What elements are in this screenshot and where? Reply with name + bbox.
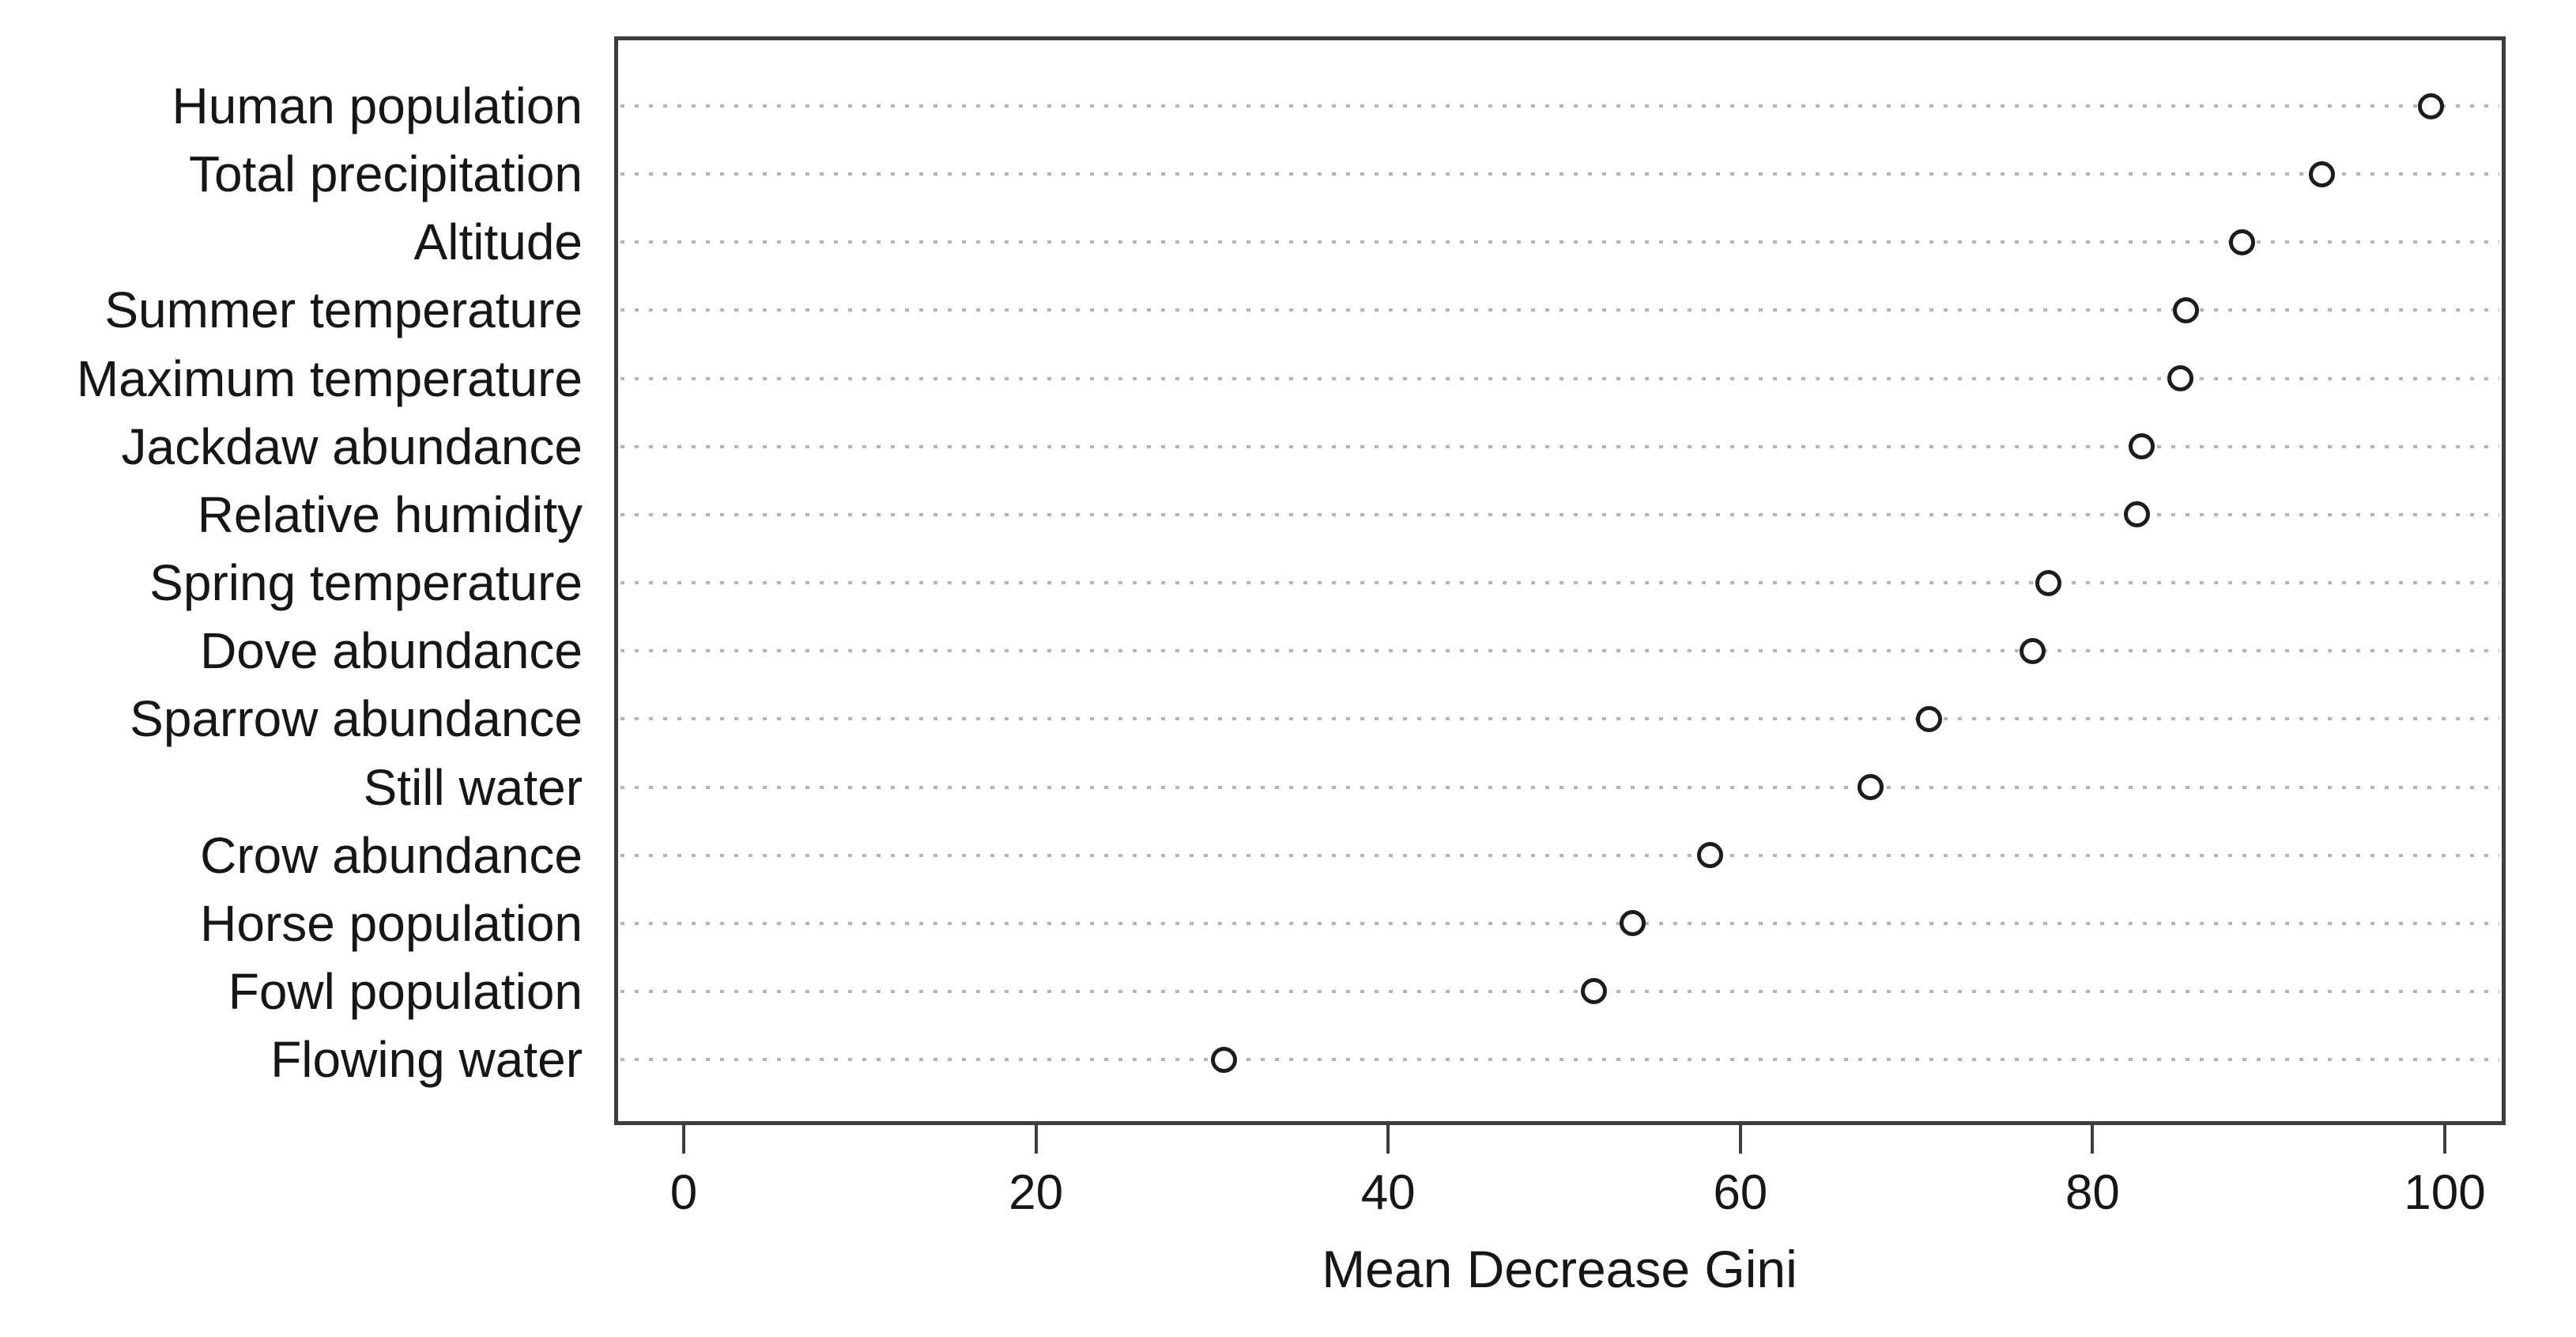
y-axis-label: Altitude (413, 213, 583, 271)
x-axis-tick (2443, 1125, 2446, 1154)
plot-area (614, 36, 2506, 1125)
gridline (620, 104, 2499, 108)
y-axis-label: Relative humidity (197, 485, 583, 543)
x-axis-tick-label: 80 (2065, 1165, 2120, 1220)
data-point (2172, 296, 2199, 323)
gridline (620, 921, 2499, 925)
data-point (1915, 705, 1942, 732)
x-axis-tick (1386, 1125, 1390, 1154)
y-axis-label: Summer temperature (104, 281, 583, 339)
gridline (620, 1058, 2499, 1062)
gridline (620, 376, 2499, 380)
gridline (620, 989, 2499, 993)
x-axis-title: Mean Decrease Gini (1322, 1240, 1797, 1298)
x-axis-tick-label: 40 (1360, 1165, 1416, 1220)
y-axis-label: Human population (172, 77, 583, 134)
gridline (620, 649, 2499, 653)
x-axis-tick-label: 0 (669, 1165, 698, 1220)
data-point (2020, 637, 2046, 664)
y-axis-label: Flowing water (270, 1031, 583, 1089)
y-axis-label: Jackdaw abundance (121, 417, 583, 475)
x-axis-tick-label: 60 (1713, 1165, 1768, 1220)
x-axis-tick-label: 100 (2404, 1165, 2486, 1220)
y-axis-label: Crow abundance (200, 826, 583, 884)
gridline (620, 172, 2499, 176)
data-point (2167, 365, 2194, 392)
data-point (1211, 1046, 1238, 1073)
y-axis-label: Total precipitation (188, 145, 583, 203)
data-point (1697, 842, 1724, 869)
gridline (620, 853, 2499, 857)
x-axis-tick (682, 1125, 685, 1154)
y-axis-label: Fowl population (228, 962, 583, 1020)
y-axis-label: Still water (363, 758, 583, 816)
data-point (1858, 774, 1884, 800)
data-point (2129, 433, 2155, 460)
data-point (2308, 161, 2335, 187)
data-point (2123, 501, 2150, 528)
gridline (620, 581, 2499, 585)
gridline (620, 444, 2499, 448)
gridline (620, 308, 2499, 312)
x-axis-tick (1034, 1125, 1038, 1154)
data-point (2229, 228, 2256, 255)
data-point (1581, 978, 1608, 1005)
data-point (1620, 910, 1646, 937)
gridline (620, 512, 2499, 516)
y-axis-label: Sparrow abundance (130, 690, 583, 748)
gridline (620, 717, 2499, 721)
x-axis-tick-label: 20 (1009, 1165, 1064, 1220)
y-axis-label: Horse population (200, 894, 583, 952)
x-axis-tick (1738, 1125, 1742, 1154)
y-axis-label: Spring temperature (149, 554, 583, 612)
gridline (620, 785, 2499, 789)
data-point (2035, 569, 2062, 596)
y-axis-label: Maximum temperature (76, 349, 583, 407)
y-axis-label: Dove abundance (200, 622, 583, 680)
data-point (2417, 93, 2444, 119)
x-axis-tick (2091, 1125, 2095, 1154)
gridline (620, 240, 2499, 244)
